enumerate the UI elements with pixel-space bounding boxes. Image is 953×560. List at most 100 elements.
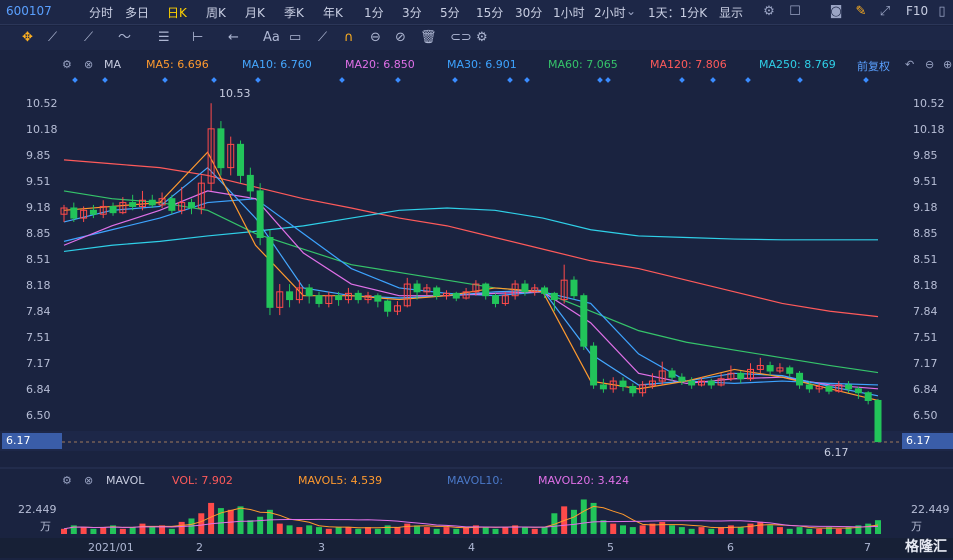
range-tool-icon[interactable]: ⊢ [192,30,204,45]
comment-tool-icon[interactable]: ▭ [289,30,302,45]
ruler-icon[interactable]: ⟋ [318,30,328,45]
volume-bar [463,527,470,534]
volume-bar [767,525,774,534]
volume-bar [531,528,538,534]
period-tab-monthly[interactable]: 月K [245,6,265,20]
close-icon[interactable]: ⊗ [84,58,94,71]
period-tab-daily[interactable]: 日K [167,6,187,20]
event-marker [679,77,685,83]
candle-body [648,380,656,386]
hide-icon[interactable]: ⊘ [395,30,406,45]
price-tick-label: 9.18 [913,201,938,214]
volume-bar [159,525,166,534]
volume-bar [698,527,705,534]
f10-button[interactable]: F10 [906,4,929,18]
price-tick-label: 9.85 [26,149,51,162]
volume-bar [404,523,411,534]
volume-bar [443,527,450,534]
undo-icon[interactable]: ↶ [905,58,915,71]
line-tool-icon[interactable]: ⟋ [48,30,58,45]
period-tab-1min[interactable]: 1分 [364,6,384,20]
stock-code[interactable]: 600107 [6,4,52,18]
price-tick-label: 7.17 [913,357,938,370]
pencil-icon[interactable]: ✎ [855,4,867,19]
arrow-tool-icon[interactable]: ← [228,30,239,45]
drawing-settings-icon[interactable]: ⚙ [476,30,488,45]
volume-bar [325,528,332,534]
volume-bar [649,523,656,534]
period-tab-30min[interactable]: 30分 [515,6,543,20]
close-icon[interactable]: ⊗ [84,474,94,487]
high-price-marker: 10.53 [219,87,251,100]
event-marker [162,77,168,83]
volume-bar [482,527,489,534]
sidebar-toggle-icon[interactable]: ▯ [938,4,946,19]
volume-bar [355,528,362,534]
candle-body [413,283,421,293]
volume-legend: ⚙ ⊗ MAVOL VOL: 7.902 MAVOL5: 4.539 MAVOL… [0,472,953,490]
volume-bar [659,521,666,534]
zoom-in-icon[interactable]: ⊕ [943,58,953,71]
lock-icon[interactable]: ⊖ [370,30,381,45]
volume-bar [825,527,832,534]
volume-bar [453,528,460,534]
period-tab-quarterly[interactable]: 季K [284,6,304,20]
candle-body [442,292,450,297]
ma-line-ma30 [63,198,879,386]
gear-icon[interactable]: ⚙ [763,4,775,19]
period-tab-1hour[interactable]: 1小时 [553,6,585,20]
fullscreen-icon[interactable]: ⤢ [879,4,891,19]
date-label: 5 [607,541,614,554]
candle-body [305,287,313,297]
candle-body [403,283,411,307]
price-tick-label: 8.51 [26,253,51,266]
event-marker [395,77,401,83]
adjust-mode[interactable]: 前复权 [857,60,890,73]
volume-bar [306,525,313,534]
period-tab-intraday[interactable]: 分时 [89,6,114,20]
checkbox-icon[interactable]: ☐ [789,4,801,19]
period-tab-weekly[interactable]: 周K [206,6,226,20]
mavol-indicator-name[interactable]: MAVOL [106,474,145,487]
magnet-icon[interactable]: ∩ [344,30,354,45]
trash-icon[interactable]: 🗑 [420,30,437,45]
volume-bar [570,509,577,534]
period-tab-15min[interactable]: 15分 [476,6,504,20]
volume-bar [786,528,793,534]
zoom-out-icon[interactable]: ⊖ [925,58,935,71]
volume-bar [296,527,303,534]
move-icon[interactable]: ✥ [22,30,33,45]
fib-tool-icon[interactable]: ☰ [158,30,170,45]
candle-body [815,386,823,390]
gear-icon[interactable]: ⚙ [62,474,72,487]
date-label: 6 [727,541,734,554]
candle-body [492,295,500,304]
period-tab-3min[interactable]: 3分 [402,6,422,20]
candle-body [756,365,764,370]
volume-bar [688,528,695,534]
ma-line-ma5 [63,151,879,402]
ma-indicator-name[interactable]: MA [104,58,122,71]
camera-icon[interactable]: ◙ [829,4,843,19]
candle-body [99,205,107,215]
event-marker [597,77,603,83]
period-tab-2hour[interactable]: 2小时 [594,6,626,20]
candle-body [217,128,225,169]
gear-icon[interactable]: ⚙ [62,58,72,71]
date-label: 3 [318,541,325,554]
candle-body [452,292,460,299]
link-icon[interactable]: ⊂⊃ [450,30,472,45]
display-menu[interactable]: 显示 [719,6,744,20]
wave-tool-icon[interactable]: 〜 [118,30,132,45]
volume-bar [561,506,568,534]
text-tool-icon[interactable]: Aa [263,30,280,45]
volume-bar [247,520,254,534]
event-marker [211,77,217,83]
candle-body [237,143,245,176]
range-select[interactable]: 1天：1分K [648,6,708,20]
period-tab-5min[interactable]: 5分 [440,6,460,20]
period-tab-multiday[interactable]: 多日 [125,6,150,20]
period-tab-yearly[interactable]: 年K [323,6,343,20]
chevron-down-icon[interactable]: ⌄ [626,4,637,18]
channel-tool-icon[interactable]: ⟋ [84,30,94,45]
